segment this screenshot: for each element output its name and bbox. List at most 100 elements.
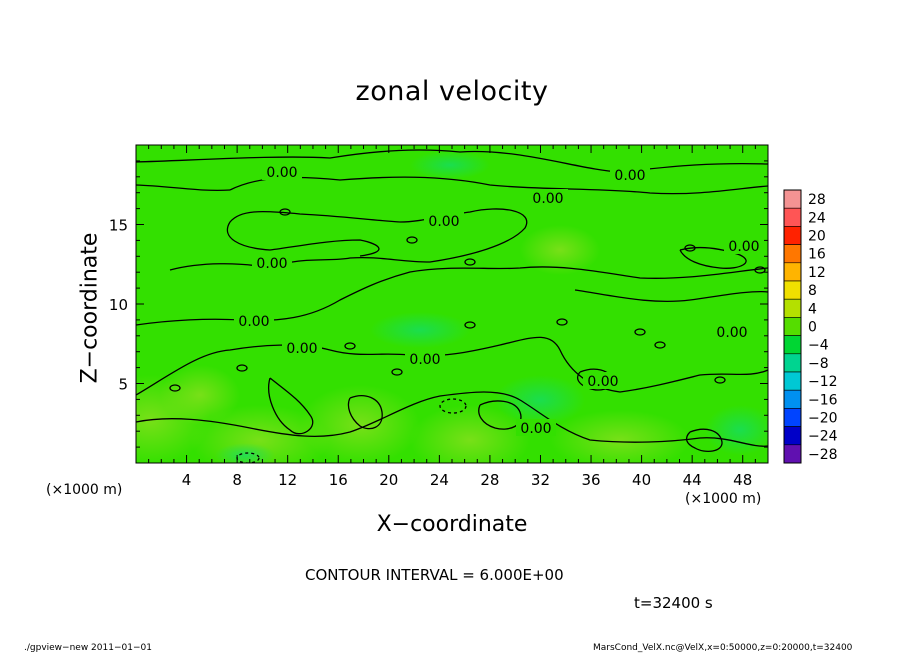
contour-label: 0.00 <box>520 421 551 437</box>
colorbar-label: −24 <box>808 429 838 445</box>
x-tick-label: 36 <box>581 471 600 489</box>
y-tick-label: 10 <box>109 296 128 314</box>
contour-label: 0.00 <box>238 314 269 330</box>
y-axis-label: Z−coordinate <box>77 232 103 384</box>
colorbar: 28 24 20 16 12 8 4 0 −4 −8 −12 −16 −20 −24 −28 <box>783 189 838 464</box>
x-tick-label: 40 <box>632 471 651 489</box>
y-tick-label: 15 <box>109 217 128 235</box>
contour-island <box>654 341 666 349</box>
heatmap-cool-patch <box>215 443 275 463</box>
contour-label: 0.00 <box>728 239 759 255</box>
colorbar-swatch <box>783 207 802 227</box>
colorbar-label: 0 <box>808 320 817 336</box>
colorbar-swatch <box>783 280 802 300</box>
colorbar-label: −12 <box>808 374 838 390</box>
contour-label: 0.00 <box>286 341 317 357</box>
contour-island <box>464 258 476 266</box>
colorbar-swatch <box>783 244 802 264</box>
contour-island <box>169 384 181 392</box>
colorbar-swatch <box>783 389 802 409</box>
contour-island <box>754 266 766 274</box>
contour-label-bg <box>405 350 445 367</box>
contour-label-bg <box>610 166 650 183</box>
footer-left: ./gpview−new 2011−01−01 <box>24 643 152 653</box>
x-tick-label: 32 <box>531 471 550 489</box>
colorbar-label: 20 <box>808 229 826 245</box>
heatmap-cool-patch <box>705 405 768 455</box>
heatmap-cool-patch <box>370 312 470 348</box>
contour-label-bg <box>262 163 302 180</box>
contour-island <box>391 368 403 376</box>
colorbar-label: −28 <box>808 447 838 463</box>
x-tick-label: 48 <box>733 471 752 489</box>
contour-label: 0.00 <box>716 325 747 341</box>
colorbar-label: 16 <box>808 247 826 263</box>
contour-label-bg <box>712 323 752 340</box>
colorbar-swatch <box>783 408 802 427</box>
contour-label-bg <box>516 419 556 436</box>
contour-island <box>344 342 356 350</box>
contour-line <box>574 289 768 303</box>
colorbar-label: 28 <box>808 192 826 208</box>
colorbar-swatch <box>783 189 802 209</box>
contour-line <box>136 336 768 396</box>
colorbar-label: −8 <box>808 356 829 372</box>
contour-label: 0.00 <box>256 256 287 272</box>
heatmap-shading <box>136 151 768 463</box>
colorbar-label: −20 <box>808 411 838 427</box>
x-tick-label: 24 <box>430 471 449 489</box>
contour-label-bg <box>252 254 292 271</box>
contour-label-bg <box>583 372 623 389</box>
colorbar-frame <box>783 189 802 464</box>
x-tick-label: 20 <box>379 471 398 489</box>
chart-title: zonal velocity <box>355 76 549 107</box>
heatmap-warm-patch <box>520 225 600 275</box>
colorbar-label: −4 <box>808 338 829 354</box>
colorbar-swatch <box>783 444 802 464</box>
contour-line <box>136 391 768 447</box>
colorbar-label: 4 <box>808 301 817 317</box>
contour-island <box>236 364 248 372</box>
x-tick-label: 4 <box>182 471 192 489</box>
contour-label-bg <box>528 189 568 206</box>
colorbar-swatch <box>783 353 802 373</box>
contour-label-bg <box>724 237 764 254</box>
contour-label-bg <box>234 312 274 329</box>
colorbar-label: 12 <box>808 265 826 281</box>
contour-line <box>577 368 613 391</box>
contour-negative <box>439 398 467 414</box>
x-tick-label: 8 <box>232 471 242 489</box>
colorbar-swatch <box>783 226 802 245</box>
contour-line <box>685 428 723 453</box>
colorbar-label: 24 <box>808 210 826 226</box>
contour-label: 0.00 <box>409 352 440 368</box>
colorbar-swatch <box>783 262 802 282</box>
x-tick-label: 28 <box>480 471 499 489</box>
contour-island <box>406 236 418 244</box>
heatmap-warm-patch <box>160 365 240 425</box>
contour-line <box>268 377 314 435</box>
y-tick-label: 5 <box>118 376 128 394</box>
contour-island <box>684 244 696 252</box>
contour-island <box>464 321 476 329</box>
contour-island <box>714 376 726 384</box>
x-axis-unit-right: (×1000 m) <box>685 491 762 507</box>
contour-label: 0.00 <box>532 191 563 207</box>
contour-island <box>634 328 646 336</box>
heatmap-warm-patch <box>550 410 690 463</box>
contour-line <box>136 184 231 192</box>
contour-label: 0.00 <box>614 168 645 184</box>
contour-island <box>279 208 291 216</box>
heatmap-warm-patch <box>300 385 420 463</box>
contour-label: 0.00 <box>428 214 459 230</box>
y-ticks: 5 10 15 <box>109 160 768 448</box>
x-tick-label: 12 <box>278 471 297 489</box>
colorbar-swatch <box>783 371 802 391</box>
contour-interval-label: CONTOUR INTERVAL = 6.000E+00 <box>305 566 564 584</box>
contour-label-bg <box>282 339 322 356</box>
x-ticks: 4 8 12 16 20 24 28 32 36 40 44 48 <box>148 145 756 489</box>
contour-line <box>478 400 522 430</box>
contour-line <box>226 210 401 257</box>
contour-lines <box>136 149 768 463</box>
